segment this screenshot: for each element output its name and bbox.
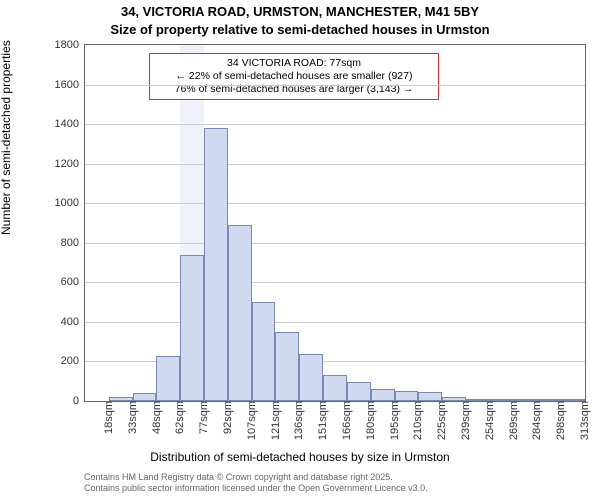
gridline-h — [85, 85, 585, 86]
y-tick-label: 1600 — [55, 79, 85, 91]
histogram-bar — [252, 302, 276, 401]
x-tick-label: 210sqm — [410, 401, 424, 440]
x-tick-label: 62sqm — [172, 401, 186, 434]
chart-title-line1: 34, VICTORIA ROAD, URMSTON, MANCHESTER, … — [0, 4, 600, 19]
x-tick-label: 107sqm — [244, 401, 258, 440]
gridline-h — [85, 124, 585, 125]
x-tick-label: 121sqm — [268, 401, 282, 440]
histogram-bar — [299, 354, 323, 401]
x-axis-label: Distribution of semi-detached houses by … — [0, 450, 600, 464]
x-tick-label: 298sqm — [553, 401, 567, 440]
x-tick-label: 18sqm — [101, 401, 115, 434]
y-tick-label: 200 — [61, 355, 85, 367]
y-tick-label: 1000 — [55, 197, 85, 209]
histogram-bar — [371, 389, 395, 401]
histogram-bar — [228, 225, 252, 401]
x-tick-label: 180sqm — [363, 401, 377, 440]
histogram-bar — [204, 128, 228, 401]
gridline-h — [85, 282, 585, 283]
y-tick-label: 600 — [61, 276, 85, 288]
x-tick-label: 92sqm — [220, 401, 234, 434]
histogram-bar — [275, 332, 299, 401]
annotation-box: 34 VICTORIA ROAD: 77sqm ← 22% of semi-de… — [149, 53, 439, 100]
plot-area: 34 VICTORIA ROAD: 77sqm ← 22% of semi-de… — [84, 44, 586, 402]
x-tick-label: 195sqm — [387, 401, 401, 440]
x-tick-label: 151sqm — [315, 401, 329, 440]
x-tick-label: 77sqm — [196, 401, 210, 434]
histogram-bar — [133, 393, 157, 401]
annotation-line2: ← 22% of semi-detached houses are smalle… — [156, 70, 432, 83]
histogram-bar — [395, 391, 419, 401]
gridline-h — [85, 243, 585, 244]
gridline-h — [85, 164, 585, 165]
y-tick-label: 1400 — [55, 118, 85, 130]
x-tick-label: 254sqm — [482, 401, 496, 440]
histogram-bar — [156, 356, 180, 401]
footer-attribution: Contains HM Land Registry data © Crown c… — [84, 472, 428, 494]
x-tick-label: 284sqm — [529, 401, 543, 440]
histogram-bar — [418, 392, 442, 401]
x-tick-label: 136sqm — [291, 401, 305, 440]
x-tick-label: 313sqm — [577, 401, 591, 440]
gridline-h — [85, 322, 585, 323]
y-tick-label: 0 — [73, 395, 85, 407]
y-tick-label: 1800 — [55, 39, 85, 51]
x-tick-label: 225sqm — [434, 401, 448, 440]
histogram-bar — [323, 375, 347, 401]
footer-line2: Contains public sector information licen… — [84, 483, 428, 494]
annotation-line1: 34 VICTORIA ROAD: 77sqm — [156, 57, 432, 70]
x-tick-label: 33sqm — [125, 401, 139, 434]
chart-title-line2: Size of property relative to semi-detach… — [0, 22, 600, 37]
x-tick-label: 48sqm — [149, 401, 163, 434]
x-tick-label: 239sqm — [458, 401, 472, 440]
x-tick-label: 166sqm — [339, 401, 353, 440]
gridline-h — [85, 203, 585, 204]
histogram-bar — [180, 255, 204, 401]
y-tick-label: 800 — [61, 237, 85, 249]
y-axis-label: Number of semi-detached properties — [0, 40, 13, 235]
y-tick-label: 400 — [61, 316, 85, 328]
x-tick-label: 269sqm — [506, 401, 520, 440]
footer-line1: Contains HM Land Registry data © Crown c… — [84, 472, 428, 483]
histogram-bar — [347, 382, 371, 401]
y-tick-label: 1200 — [55, 158, 85, 170]
